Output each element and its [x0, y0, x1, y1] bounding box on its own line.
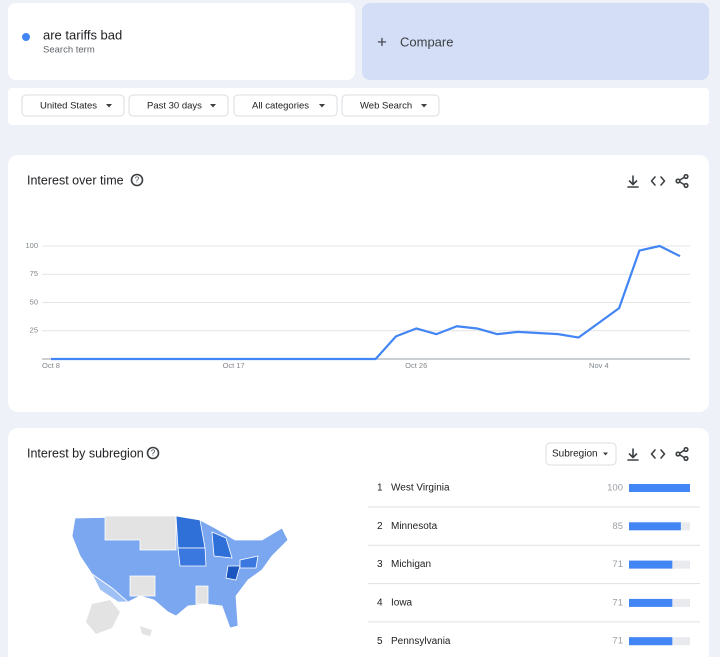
- compare-plus: +: [377, 32, 387, 51]
- compare-label: Compare: [400, 34, 453, 49]
- region-name: West Virginia: [391, 483, 450, 494]
- filter-label: United States: [40, 101, 97, 112]
- filter-dropdown[interactable]: [21, 94, 125, 117]
- download-icon[interactable]: [627, 175, 639, 188]
- svg-text:?: ?: [135, 176, 140, 185]
- rank: 3: [377, 559, 383, 570]
- time-title: Interest over time: [27, 173, 124, 187]
- y-tick-label: 25: [30, 326, 38, 335]
- download-icon[interactable]: [627, 448, 639, 461]
- search-term: are tariffs bad: [43, 27, 122, 42]
- help-icon[interactable]: ?: [146, 446, 160, 460]
- search-card[interactable]: [8, 3, 355, 80]
- filter-arrow: [319, 104, 325, 108]
- rank: 5: [377, 636, 383, 647]
- filter-label: All categories: [252, 101, 309, 112]
- bar: [629, 522, 681, 531]
- bar: [629, 560, 673, 569]
- region-name: Pennsylvania: [391, 636, 451, 647]
- region-value: 71: [612, 559, 623, 570]
- rank: 1: [377, 483, 383, 494]
- subregion-title: Interest by subregion: [27, 446, 144, 460]
- term-dot: [22, 33, 30, 41]
- rank: 4: [377, 598, 383, 609]
- filter-dropdown[interactable]: [341, 94, 440, 117]
- filter-dropdown[interactable]: [128, 94, 229, 117]
- share-icon[interactable]: [675, 446, 689, 462]
- dropdown-arrow: [603, 452, 608, 456]
- region-name: Minnesota: [391, 521, 438, 532]
- y-tick-label: 75: [30, 269, 38, 278]
- x-tick-label: Oct 17: [223, 361, 245, 370]
- filter-label: Web Search: [360, 101, 412, 112]
- filter-arrow: [421, 104, 427, 108]
- region-value: 71: [612, 597, 623, 608]
- region-name: Iowa: [391, 598, 413, 609]
- embed-icon[interactable]: [650, 176, 666, 186]
- time-card: [8, 155, 709, 412]
- filter-arrow: [106, 104, 112, 108]
- bar: [629, 637, 673, 646]
- compare-card[interactable]: [362, 3, 709, 80]
- search-sublabel: Search term: [43, 45, 95, 56]
- svg-text:?: ?: [151, 449, 156, 458]
- region-value: 85: [612, 521, 623, 532]
- y-tick-label: 50: [30, 297, 38, 306]
- line-chart: 25 50 75 100 Oct 8 Oct 17 Oct 26 Nov 4: [25, 241, 690, 370]
- filters: United States Past 30 days All categories W…: [21, 94, 440, 117]
- region-name: Michigan: [391, 559, 431, 570]
- x-tick-label: Oct 8: [42, 361, 60, 370]
- trend-line: [51, 244, 681, 361]
- subregion-list: 1 West Virginia 100 2 Minnesota 85 3 Michigan 71…: [368, 483, 700, 647]
- filter-label: Past 30 days: [147, 101, 202, 112]
- filter-arrow: [210, 104, 216, 108]
- bar: [629, 598, 673, 607]
- region-value: 71: [612, 636, 623, 647]
- region-value: 100: [607, 483, 623, 494]
- help-icon[interactable]: ?: [130, 173, 144, 187]
- subregion-dropdown[interactable]: [545, 442, 617, 466]
- share-icon[interactable]: [675, 173, 689, 189]
- us-map: [71, 515, 289, 636]
- x-tick-label: Nov 4: [589, 361, 609, 370]
- rank: 2: [377, 521, 383, 532]
- x-tick-label: Oct 26: [405, 361, 427, 370]
- embed-icon[interactable]: [650, 449, 666, 459]
- dropdown-label: Subregion: [552, 449, 598, 460]
- filter-dropdown[interactable]: [233, 94, 338, 117]
- y-tick-label: 100: [25, 241, 38, 250]
- bar: [629, 484, 690, 492]
